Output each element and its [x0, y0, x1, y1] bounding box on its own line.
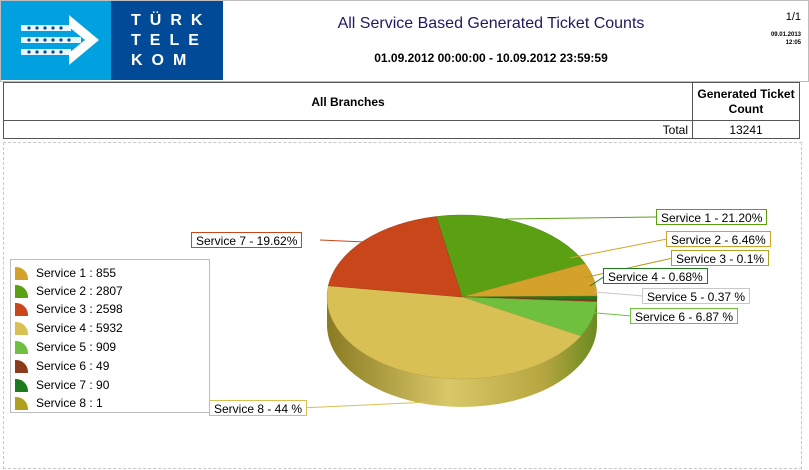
print-time: 12:05	[785, 40, 801, 46]
legend-item-service-7: Service 7 : 90	[15, 376, 109, 394]
print-timestamp: 09.01.2013 12:05	[753, 31, 801, 47]
legend-item-service-3: Service 3 : 2598	[15, 300, 123, 318]
logo-wordmark: TÜRK TELE KOM	[111, 1, 223, 80]
callout-service-3: Service 3 - 0.1%	[671, 250, 770, 266]
print-date: 09.01.2013	[770, 32, 801, 38]
leader-line	[299, 401, 431, 409]
legend-label: Service 6 : 49	[36, 359, 110, 373]
legend-label: Service 8 : 1	[36, 396, 103, 410]
date-range: 01.09.2012 00:00:00 - 10.09.2012 23:59:5…	[374, 51, 608, 65]
legend-label: Service 5 : 909	[36, 340, 117, 354]
logo-line-2: TELE	[131, 31, 208, 49]
callout-service-7: Service 7 - 19.62%	[191, 232, 303, 248]
arrow-logo-graphic	[21, 15, 99, 65]
legend-item-service-5: Service 5 : 909	[15, 338, 116, 356]
legend-swatch	[15, 378, 28, 392]
legend-item-service-6: Service 6 : 49	[15, 357, 109, 375]
leader-line	[504, 216, 658, 220]
count-header-line1: Generated Ticket	[697, 86, 795, 101]
callout-service-5: Service 5 - 0.37 %	[642, 288, 751, 304]
leader-line	[594, 291, 644, 297]
callout-service-8: Service 8 - 44 %	[209, 400, 308, 416]
total-row: Total 13241	[3, 120, 800, 139]
leader-line	[589, 275, 606, 287]
legend-swatch	[15, 302, 28, 316]
chart-area	[3, 142, 802, 469]
legend-swatch	[15, 396, 28, 410]
count-header: Generated Ticket Count	[692, 82, 800, 121]
legend-item-service-8: Service 8 : 1	[15, 394, 103, 412]
legend-item-service-4: Service 4 : 5932	[15, 319, 123, 337]
leader-line	[319, 239, 366, 243]
arrow-logo-icon	[1, 1, 111, 80]
legend-swatch	[15, 284, 28, 298]
callout-service-2: Service 2 - 6.46%	[666, 231, 771, 247]
chart-legend: Service 1 : 855 Service 2 : 2807 Service…	[10, 259, 210, 413]
pie-slice-service-7	[327, 216, 463, 298]
legend-swatch	[15, 321, 28, 335]
report-title: All Service Based Generated Ticket Count…	[337, 15, 645, 32]
count-header-line2: Count	[728, 101, 764, 116]
legend-swatch	[15, 359, 28, 373]
turk-telekom-logo: TÜRK TELE KOM	[1, 1, 223, 80]
callout-service-1: Service 1 - 21.20%	[656, 209, 768, 225]
summary-table: All Branches Generated Ticket Count Tota…	[3, 82, 800, 139]
branches-header: All Branches	[3, 82, 693, 121]
legend-item-service-2: Service 2 : 2807	[15, 282, 123, 300]
legend-label: Service 1 : 855	[36, 266, 117, 280]
page-number: 1/1	[785, 11, 801, 23]
total-label: Total	[3, 120, 693, 139]
leader-line	[584, 311, 633, 317]
logo-line-3: KOM	[131, 51, 196, 69]
total-value: 13241	[692, 120, 800, 139]
pie-slice-service-1	[435, 214, 586, 298]
pie-slice-service-8	[326, 285, 582, 380]
legend-item-service-1: Service 1 : 855	[15, 264, 116, 282]
report-header: TÜRK TELE KOM All Service Based Generate…	[0, 0, 809, 82]
leader-line	[569, 238, 668, 259]
legend-swatch	[15, 340, 28, 354]
callout-service-6: Service 6 - 6.87 %	[630, 308, 739, 324]
table-header-row: All Branches Generated Ticket Count	[3, 82, 800, 121]
pie-side	[327, 297, 597, 407]
callout-service-4: Service 4 - 0.68%	[603, 268, 708, 284]
logo-line-1: TÜRK	[131, 11, 212, 29]
legend-swatch	[15, 266, 28, 280]
legend-label: Service 3 : 2598	[36, 302, 123, 316]
legend-label: Service 2 : 2807	[36, 284, 123, 298]
legend-label: Service 7 : 90	[36, 378, 110, 392]
legend-label: Service 4 : 5932	[36, 321, 123, 335]
